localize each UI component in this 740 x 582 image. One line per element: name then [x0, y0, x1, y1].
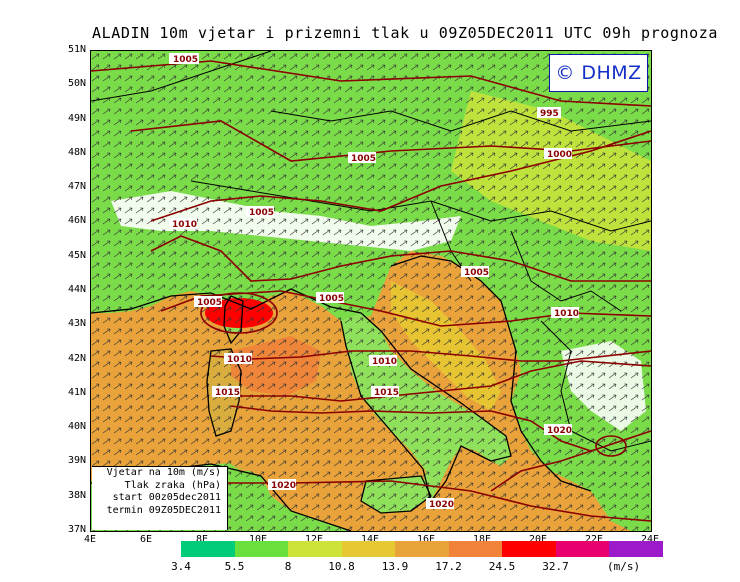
- legend-termin-line: termin 09Z05DEC2011: [106, 504, 221, 516]
- latitude-label: 48N: [67, 146, 86, 158]
- isobar-label: 1020: [547, 426, 572, 436]
- isobar-label: 1020: [429, 500, 454, 510]
- colorbar-label: 10.8: [328, 560, 355, 573]
- colorbar-label: 5.5: [224, 560, 245, 573]
- colorbar-swatch: [609, 541, 663, 557]
- isobars: [91, 60, 651, 522]
- legend-pressure-line: Tlak zraka (hPa): [124, 479, 221, 491]
- longitude-label: 10E: [248, 534, 268, 545]
- colorbar-swatch: [555, 541, 609, 557]
- colorbar-label: 17.2: [435, 560, 462, 573]
- isobar-label: 1005: [197, 298, 222, 308]
- isobar-label: 1005: [249, 208, 274, 218]
- longitude-label: 20E: [528, 534, 548, 545]
- longitude-label: 4E: [83, 534, 97, 545]
- map-title: ALADIN 10m vjetar i prizemni tlak u 09Z0…: [92, 24, 718, 42]
- latitude-label: 51N: [67, 44, 86, 55]
- latitude-label: 50N: [67, 78, 86, 90]
- longitude-label: 24E: [640, 534, 660, 545]
- latitude-label: 40N: [67, 421, 86, 433]
- dhmz-watermark: © DHMZ: [549, 54, 648, 92]
- longitude-label: 18E: [472, 534, 492, 545]
- colorbar-label: 24.5: [488, 560, 516, 573]
- isobar-label: 1005: [173, 55, 198, 65]
- latitude-label: 39N: [67, 455, 86, 467]
- map-svg: 1005 1005 1010 1005 1000 995 1005 1005 1…: [91, 51, 651, 531]
- latitude-label: 45N: [67, 249, 86, 261]
- colorbar-swatch: [181, 541, 235, 557]
- isobar-label: 1010: [372, 357, 397, 367]
- latitude-label: 49N: [67, 112, 86, 124]
- legend-start-line: start 00z05dec2011: [112, 492, 221, 503]
- longitude-label: 14E: [360, 534, 380, 545]
- longitude-label: 8E: [195, 534, 209, 545]
- latitude-label: 38N: [67, 489, 86, 501]
- wind-colorbar: [181, 541, 663, 557]
- isobar-label: 1020: [271, 481, 296, 491]
- colorbar-swatch: [288, 541, 342, 557]
- isobar-label: 1010: [554, 309, 579, 319]
- colorbar-label: 8: [284, 560, 292, 573]
- longitude-label: 12E: [304, 534, 324, 545]
- isobar-label: 1000: [547, 150, 572, 160]
- colorbar-label: 3.4: [171, 560, 191, 573]
- colorbar-swatch: [395, 541, 449, 557]
- isobar-label: 1010: [227, 355, 252, 365]
- colorbar-unit: (m/s): [607, 560, 641, 573]
- isobar-label: 1015: [374, 388, 399, 398]
- isobar-label: 1010: [172, 220, 197, 230]
- isobar-label: 1005: [351, 154, 376, 164]
- latitude-label: 41N: [67, 386, 86, 398]
- longitude-label: 16E: [416, 534, 436, 545]
- colorbar-swatch: [341, 541, 395, 557]
- longitude-label: 22E: [584, 534, 604, 545]
- colorbar-label: 32.7: [542, 560, 569, 573]
- map-legend: Vjetar na 10m (m/s) Tlak zraka (hPa) sta…: [92, 466, 228, 530]
- latitude-label: 37N: [67, 524, 86, 535]
- latitude-label: 47N: [67, 181, 86, 193]
- wind-arrows: [91, 51, 651, 531]
- colorbar-swatch: [234, 541, 288, 557]
- colorbar-label: 13.9: [381, 560, 409, 573]
- isobar-label: 1005: [319, 294, 344, 304]
- isobar-label: 995: [540, 109, 559, 119]
- colorbar-swatch: [448, 541, 502, 557]
- latitude-label: 46N: [67, 215, 86, 227]
- latitude-label: 43N: [67, 318, 86, 330]
- colorbar-swatch: [502, 541, 556, 557]
- latitude-label: 42N: [67, 352, 86, 364]
- forecast-map: 1005 1005 1010 1005 1000 995 1005 1005 1…: [90, 50, 652, 532]
- isobar-labels: 1005 1005 1010 1005 1000 995 1005 1005 1…: [169, 53, 579, 510]
- legend-wind-line: Vjetar na 10m (m/s): [106, 467, 221, 478]
- longitude-label: 6E: [139, 534, 153, 545]
- isobar-label: 1005: [464, 268, 489, 278]
- isobar-label: 1015: [215, 388, 240, 398]
- borders: [91, 51, 651, 452]
- latitude-label: 44N: [67, 284, 86, 295]
